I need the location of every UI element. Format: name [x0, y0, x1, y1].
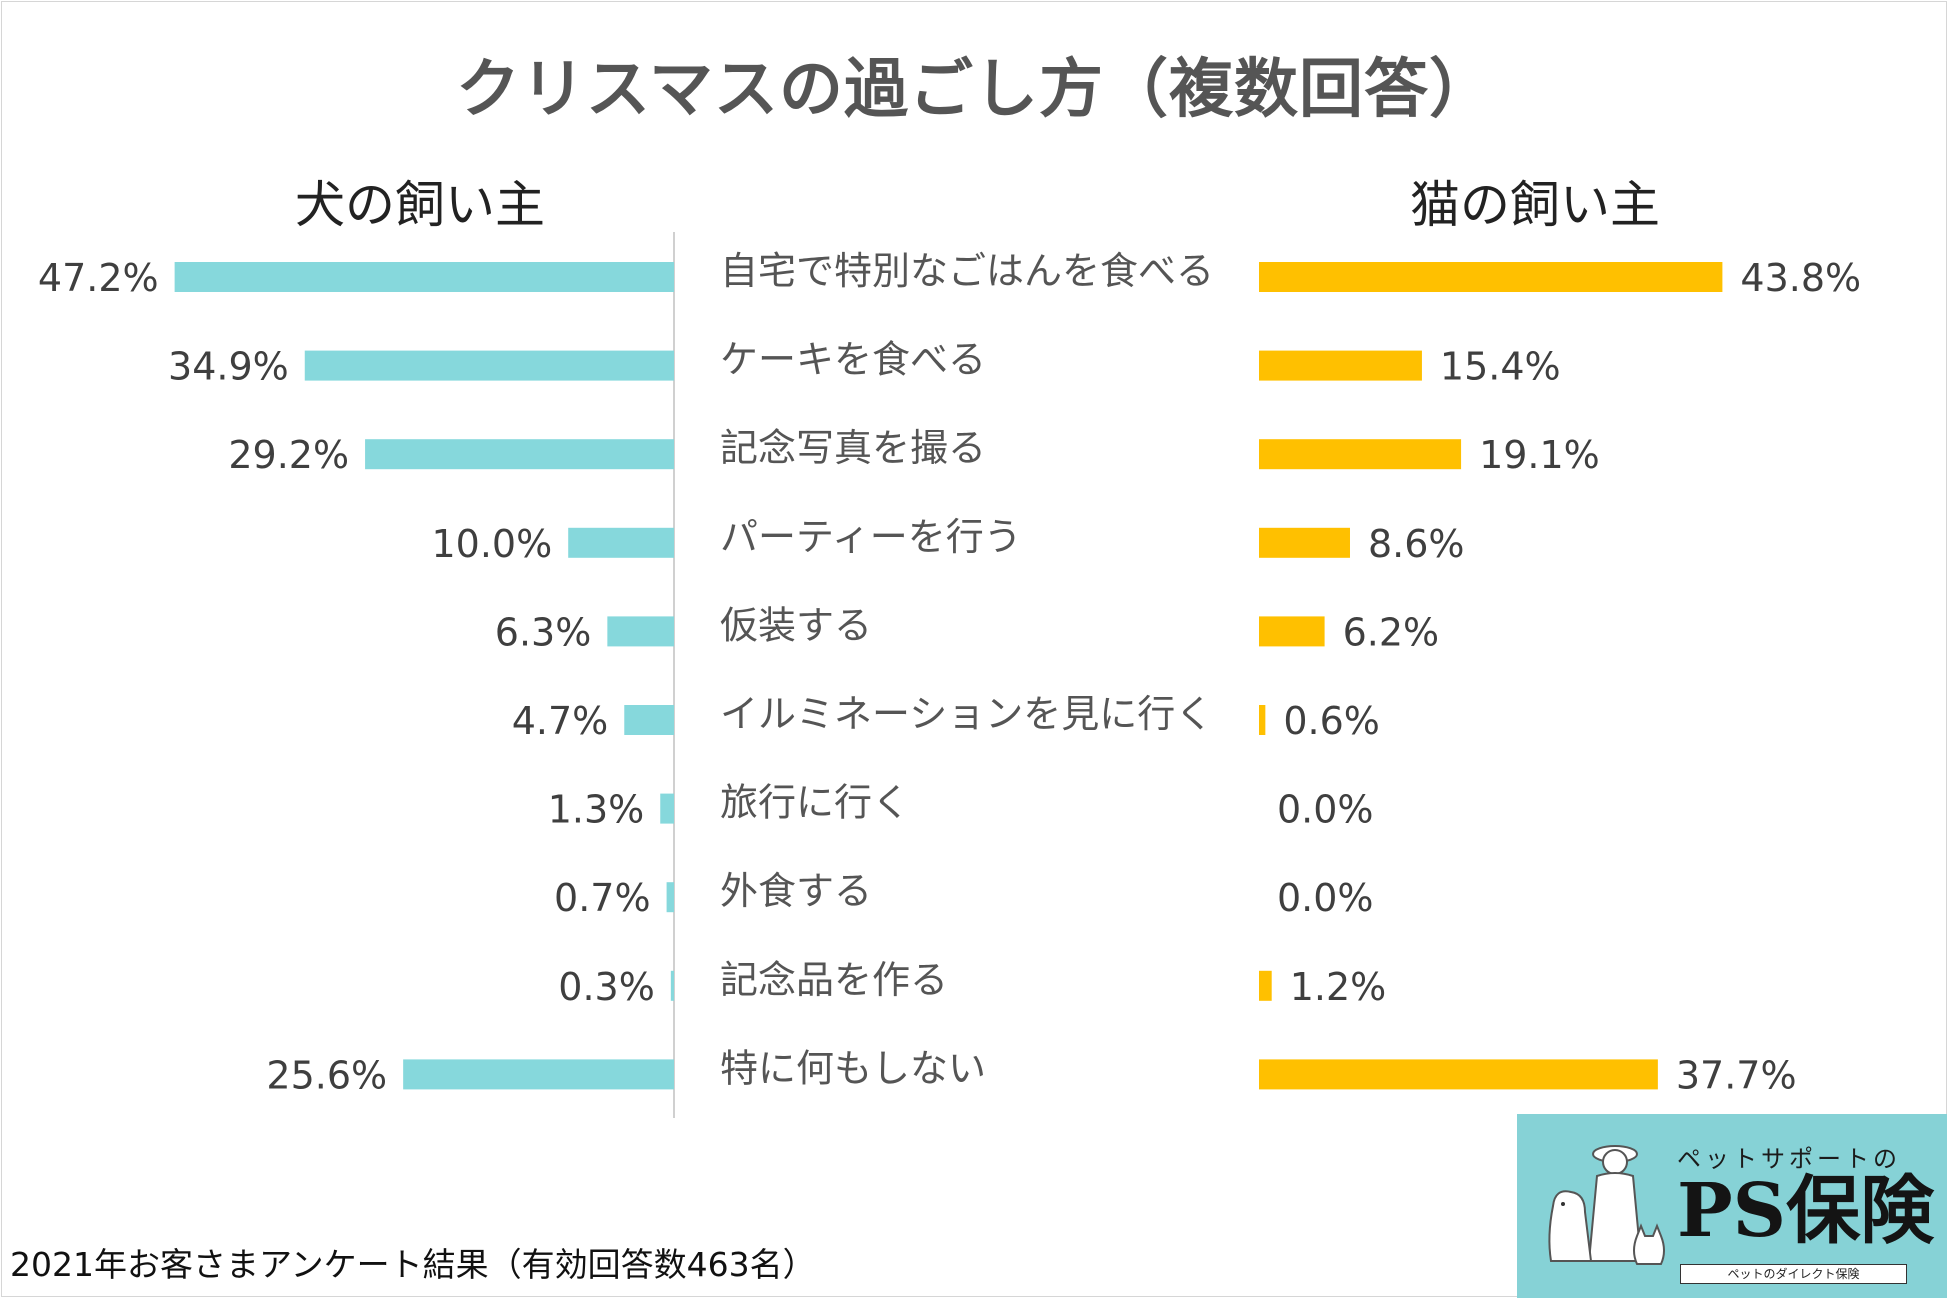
- dog-bar: [365, 439, 674, 470]
- dog-bar: [174, 262, 674, 292]
- category-label: 記念品を作る: [720, 958, 948, 1002]
- cat-value-label: 19.1%: [1479, 433, 1600, 477]
- cat-bar: [1259, 1059, 1658, 1090]
- dog-value-label: 47.2%: [38, 256, 159, 300]
- category-label: 記念写真を撮る: [720, 426, 986, 470]
- dog-value-label: 1.3%: [548, 788, 645, 832]
- dog-value-label: 4.7%: [512, 699, 609, 743]
- ps-hoken-logo: ペットサポートの PS保険 ペットのダイレクト保険: [1517, 1114, 1947, 1298]
- cat-owner-series-title: 猫の飼い主: [1410, 176, 1660, 234]
- category-label: 旅行に行く: [720, 781, 910, 825]
- dog-value-label: 0.3%: [558, 965, 655, 1009]
- dog-value-label: 29.2%: [228, 433, 349, 477]
- category-label: ケーキを食べる: [720, 338, 986, 382]
- cat-value-label: 0.0%: [1277, 788, 1374, 832]
- cat-value-label: 0.0%: [1277, 876, 1374, 920]
- pet-owner-illustration-icon: [1548, 1145, 1665, 1265]
- dog-bar: [403, 1059, 674, 1090]
- category-label: 仮装する: [720, 603, 872, 647]
- dog-value-label: 10.0%: [431, 522, 552, 566]
- cat-value-label: 15.4%: [1440, 345, 1561, 389]
- cat-bar: [1259, 527, 1350, 558]
- cat-bar: [1259, 705, 1266, 735]
- dog-bar: [666, 882, 674, 913]
- cat-bar: [1259, 616, 1325, 647]
- logo-tagline: ペットサポートの: [1677, 1145, 1901, 1173]
- category-label: 自宅で特別なごはんを食べる: [720, 249, 1214, 293]
- logo-name: PS保険: [1677, 1168, 1935, 1254]
- dog-value-label: 0.7%: [554, 876, 651, 920]
- dog-bar: [568, 527, 674, 558]
- cat-bar: [1259, 350, 1422, 381]
- category-label: 外食する: [720, 869, 872, 913]
- cat-bar: [1259, 970, 1272, 1001]
- logo-subtitle: ペットのダイレクト保険: [1680, 1264, 1907, 1284]
- dog-bar: [660, 793, 674, 824]
- dog-value-label: 6.3%: [495, 610, 592, 654]
- chart-title: クリスマスの過ごし方（複数回答）: [455, 53, 1495, 127]
- cat-value-label: 43.8%: [1740, 256, 1861, 300]
- dog-bar: [607, 616, 674, 647]
- dog-value-label: 34.9%: [168, 345, 289, 389]
- dog-value-label: 25.6%: [266, 1053, 387, 1097]
- category-label: パーティーを行う: [720, 515, 1022, 559]
- category-label: 特に何もしない: [720, 1046, 986, 1090]
- dog-bar: [624, 705, 674, 735]
- survey-footnote: 2021年お客さまアンケート結果（有効回答数463名）: [10, 1245, 816, 1284]
- cat-bar: [1259, 262, 1723, 292]
- cat-value-label: 0.6%: [1283, 699, 1380, 743]
- cat-value-label: 37.7%: [1676, 1053, 1797, 1097]
- cat-bar: [1259, 439, 1462, 470]
- dog-bar: [304, 350, 674, 381]
- dog-owner-series-title: 犬の飼い主: [295, 176, 545, 234]
- cat-value-label: 8.6%: [1368, 522, 1465, 566]
- dog-bar: [670, 970, 674, 1001]
- category-label: イルミネーションを見に行く: [720, 692, 1213, 736]
- cat-value-label: 6.2%: [1343, 610, 1440, 654]
- cat-value-label: 1.2%: [1290, 965, 1387, 1009]
